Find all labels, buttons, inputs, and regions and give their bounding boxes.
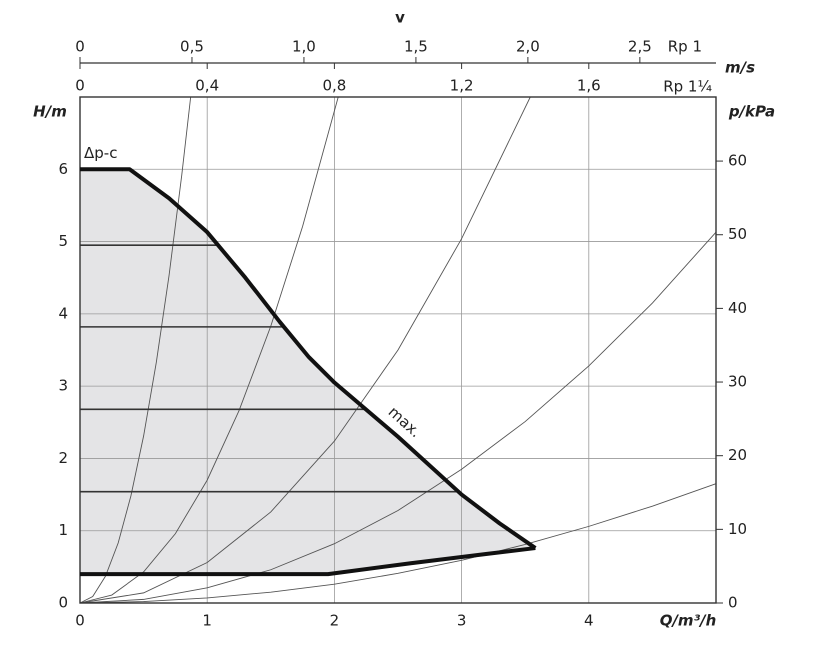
- x-tick-label: 3: [457, 612, 467, 630]
- system-curve: [79, 96, 192, 604]
- y-tick-label: 0: [58, 594, 68, 612]
- y-tick-label: 5: [58, 232, 68, 250]
- top-axis-unit: m/s: [725, 59, 755, 77]
- x-tick-label: 2: [330, 612, 340, 630]
- top-tick-label: 0,4: [195, 77, 219, 95]
- y2-tick-label: 60: [728, 152, 747, 170]
- y-tick-label: 2: [58, 449, 68, 467]
- top-tick-label: 0: [75, 77, 85, 95]
- y2-axis-label: p/kPa: [728, 103, 775, 121]
- rp114-label: Rp 1¼: [663, 78, 712, 96]
- top-tick-label: 1,0: [292, 38, 316, 56]
- y-tick-label: 4: [58, 304, 68, 322]
- top-tick-label: 0: [75, 38, 85, 56]
- y-tick-label: 3: [58, 377, 68, 395]
- y2-tick-label: 40: [728, 299, 747, 317]
- top-tick-label: 0,5: [180, 38, 204, 56]
- top-tick-label: 0,8: [322, 77, 346, 95]
- operating-area: [80, 169, 536, 575]
- system-curve: [79, 231, 717, 604]
- top-axis-title: v: [395, 9, 405, 27]
- y-axis-label: H/m: [33, 103, 67, 121]
- x-tick-label: 1: [202, 612, 212, 630]
- rp1-label: Rp 1: [668, 38, 702, 56]
- top-tick-label: 2,5: [628, 38, 652, 56]
- y2-tick-label: 20: [728, 446, 747, 464]
- min-curve: [80, 546, 536, 577]
- y2-tick-label: 50: [728, 225, 747, 243]
- plot-frame: [79, 96, 717, 604]
- y2-tick-label: 30: [728, 373, 747, 391]
- x-tick-label: 4: [584, 612, 594, 630]
- top-tick-label: 1,6: [577, 77, 601, 95]
- annotation-dpc: Δp-c: [84, 144, 117, 162]
- system-curve: [79, 96, 531, 604]
- x-tick-label: 0: [75, 612, 85, 630]
- max-curve: [80, 167, 537, 550]
- y2-tick-label: 10: [728, 520, 747, 538]
- y-tick-label: 6: [58, 160, 68, 178]
- top-tick-label: 2,0: [516, 38, 540, 56]
- top-tick-label: 1,5: [404, 38, 428, 56]
- system-curve: [79, 483, 717, 604]
- y-tick-label: 1: [58, 521, 68, 539]
- system-curve: [79, 96, 339, 604]
- x-axis-label: Q/m³/h: [660, 612, 717, 630]
- y2-tick-label: 0: [728, 594, 738, 612]
- top-tick-label: 1,2: [450, 77, 474, 95]
